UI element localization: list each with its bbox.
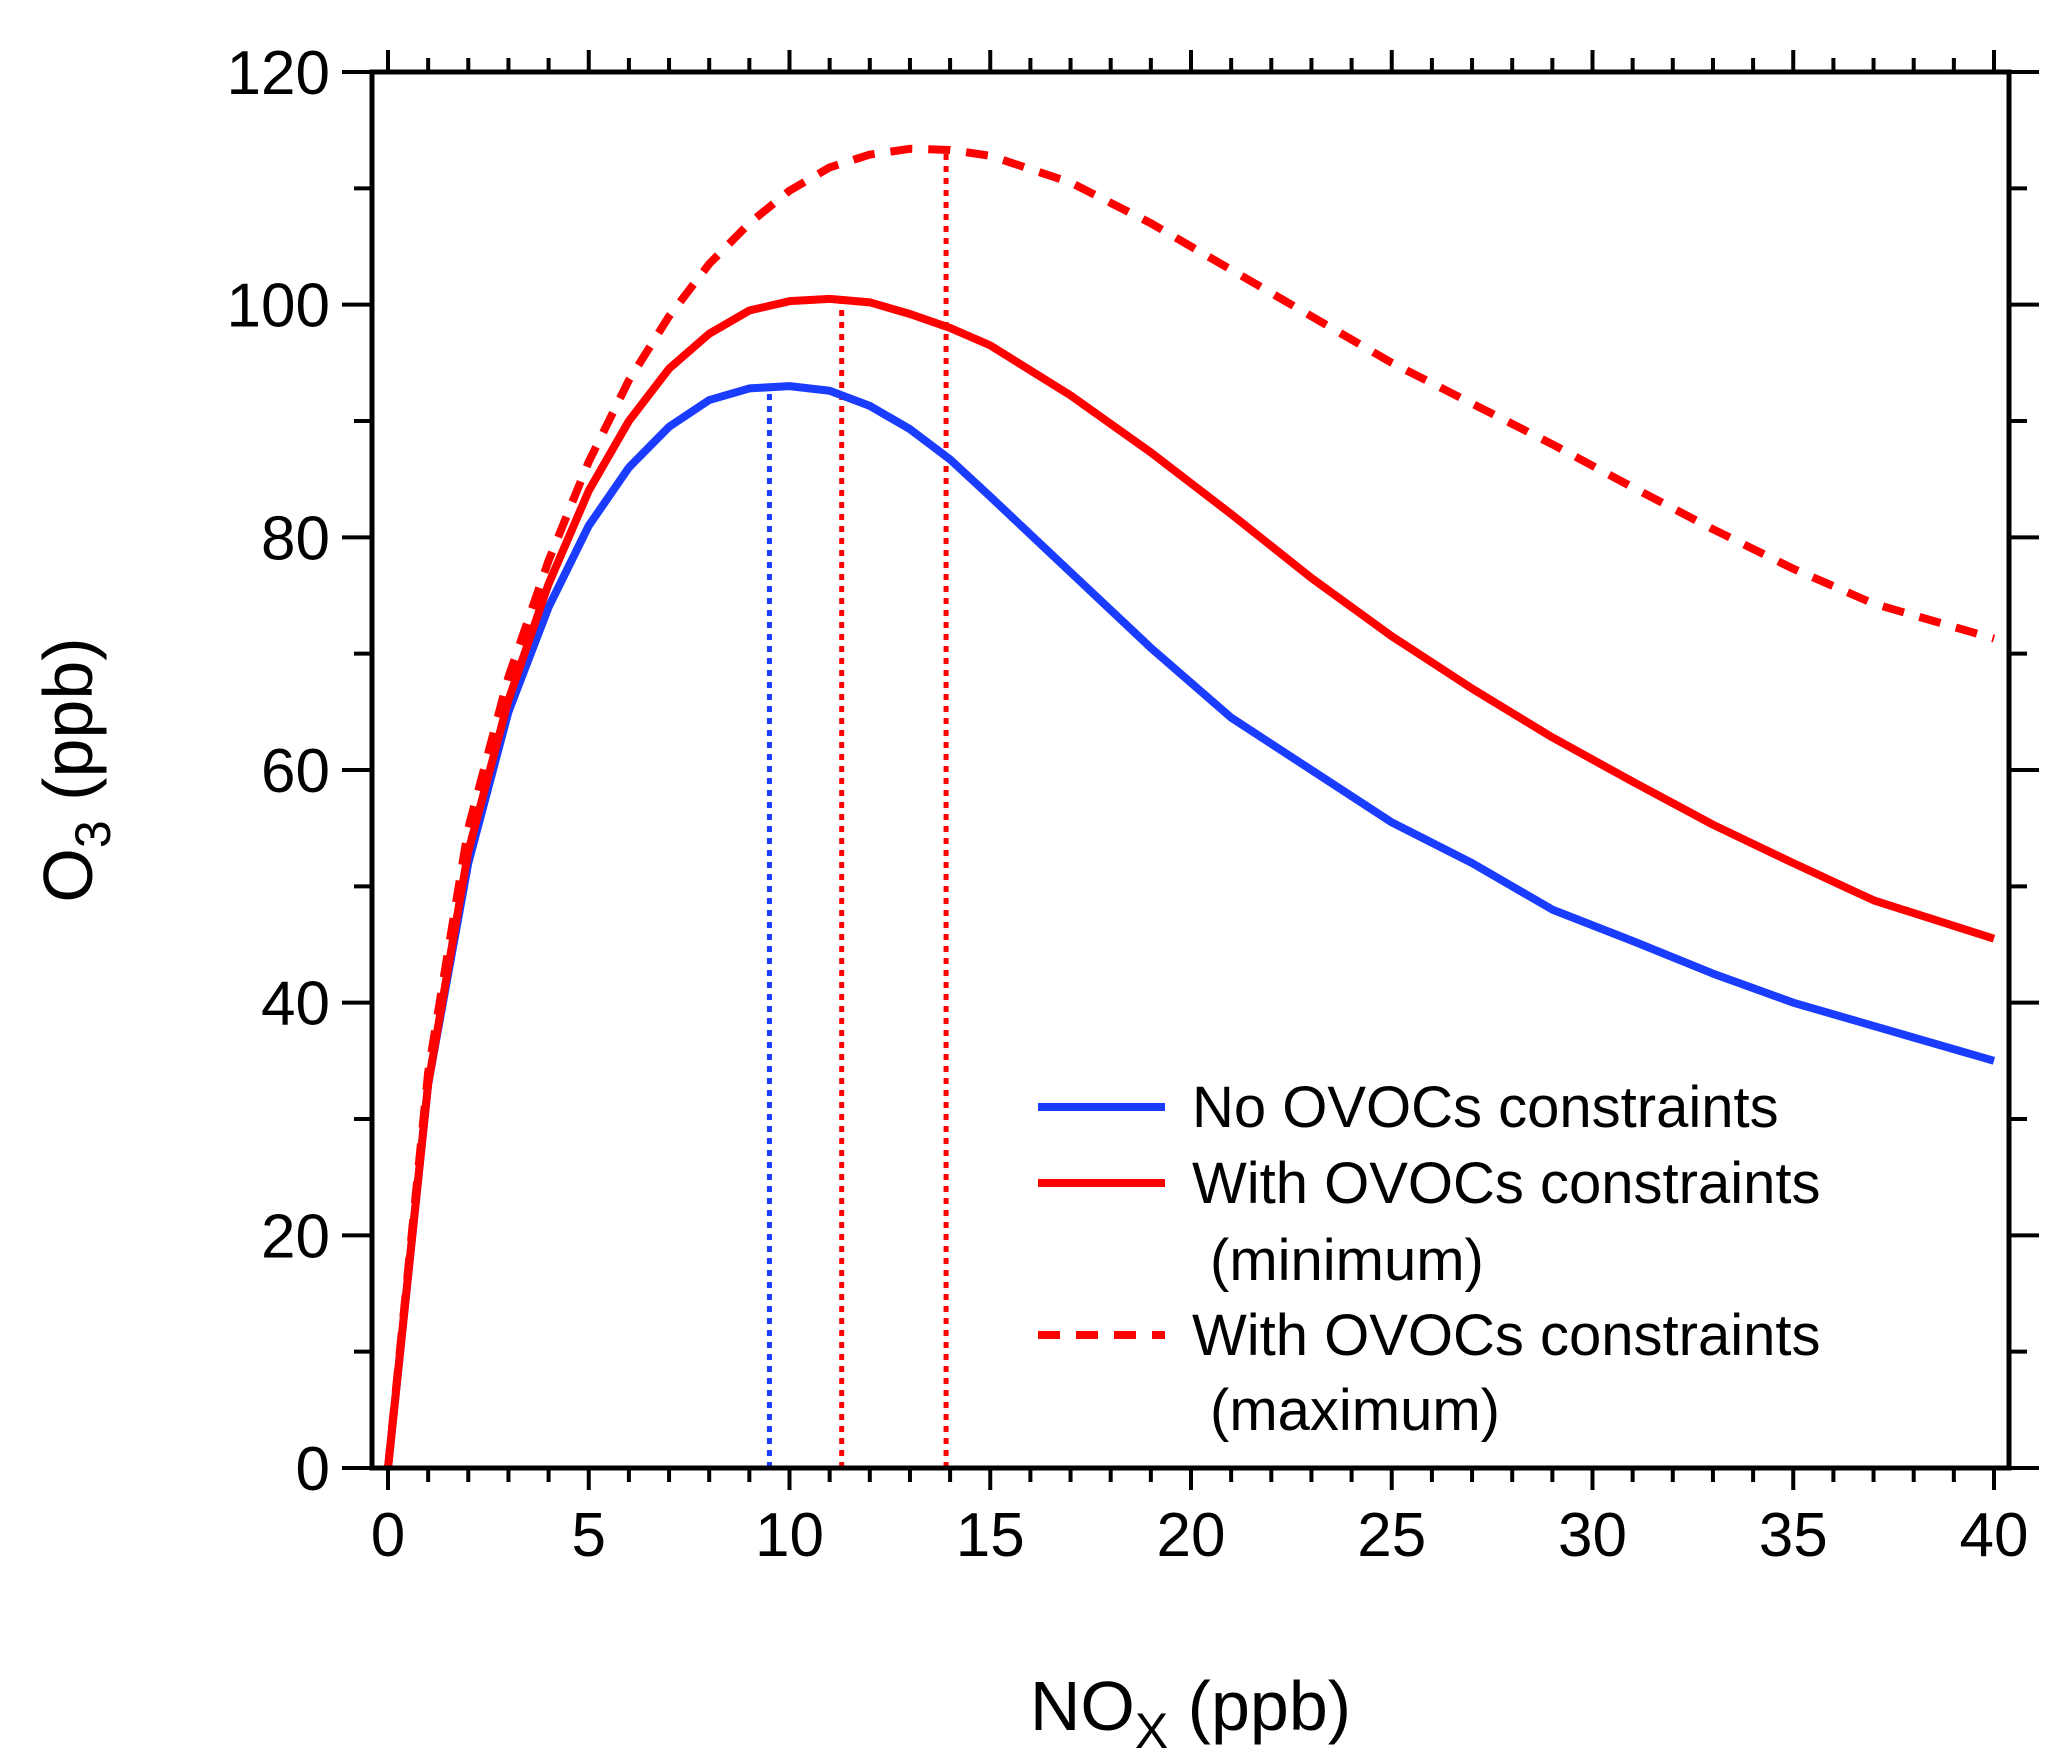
- legend-label-no-ovocs: No OVOCs constraints: [1192, 1075, 1779, 1140]
- legend-label-with-ovocs-max: With OVOCs constraints: [1192, 1303, 1820, 1368]
- x-axis-title-base: NO: [1030, 1667, 1135, 1745]
- x-tick-label: 10: [755, 1501, 824, 1570]
- x-tick-label: 0: [371, 1501, 405, 1570]
- legend-label-with-ovocs-min: With OVOCs constraints: [1192, 1151, 1820, 1216]
- y-tick-label: 60: [261, 737, 330, 806]
- x-tick-label: 20: [1157, 1501, 1226, 1570]
- legend-label-with-ovocs-max-qualifier: (maximum): [1210, 1378, 1500, 1443]
- series-line-0: [384, 382, 1996, 1469]
- plot-frame: [369, 69, 2012, 1471]
- x-tick-label: 30: [1558, 1501, 1627, 1570]
- y-tick-label: 100: [227, 272, 330, 341]
- x-axis-title-sub: X: [1135, 1703, 1168, 1759]
- x-axis-title-unit: (ppb): [1168, 1667, 1351, 1745]
- series-line-2: [384, 144, 1996, 1469]
- series-lines: [384, 144, 1996, 1469]
- y-tick-label: 20: [261, 1202, 330, 1271]
- x-tick-label: 15: [956, 1501, 1025, 1570]
- y-tick-label: 40: [261, 970, 330, 1039]
- reference-lines: [766, 148, 949, 1468]
- y-axis-title: O3 (ppb): [29, 637, 121, 902]
- x-tick-label: 25: [1357, 1501, 1426, 1570]
- legend: No OVOCs constraints With OVOCs constrai…: [1038, 1075, 1820, 1443]
- axis-ticks: [342, 50, 2039, 1490]
- x-axis-title: NOX (ppb): [1030, 1667, 1351, 1759]
- x-tick-label: 5: [572, 1501, 606, 1570]
- y-tick-label: 0: [296, 1435, 330, 1504]
- series-line-1: [384, 294, 1996, 1469]
- x-tick-label: 35: [1759, 1501, 1828, 1570]
- y-tick-label: 80: [261, 504, 330, 573]
- x-tick-label: 40: [1960, 1501, 2029, 1570]
- tick-labels: 0 5 10 15 20 25 30 35 40 0 20 40 60 80 100 120: [227, 39, 2029, 1570]
- y-axis-title-base: O: [29, 848, 107, 902]
- legend-label-with-ovocs-min-qualifier: (minimum): [1210, 1228, 1484, 1293]
- y-tick-label: 120: [227, 39, 330, 108]
- y-axis-title-sub: 3: [65, 820, 121, 848]
- y-axis-title-unit: (ppb): [29, 637, 107, 820]
